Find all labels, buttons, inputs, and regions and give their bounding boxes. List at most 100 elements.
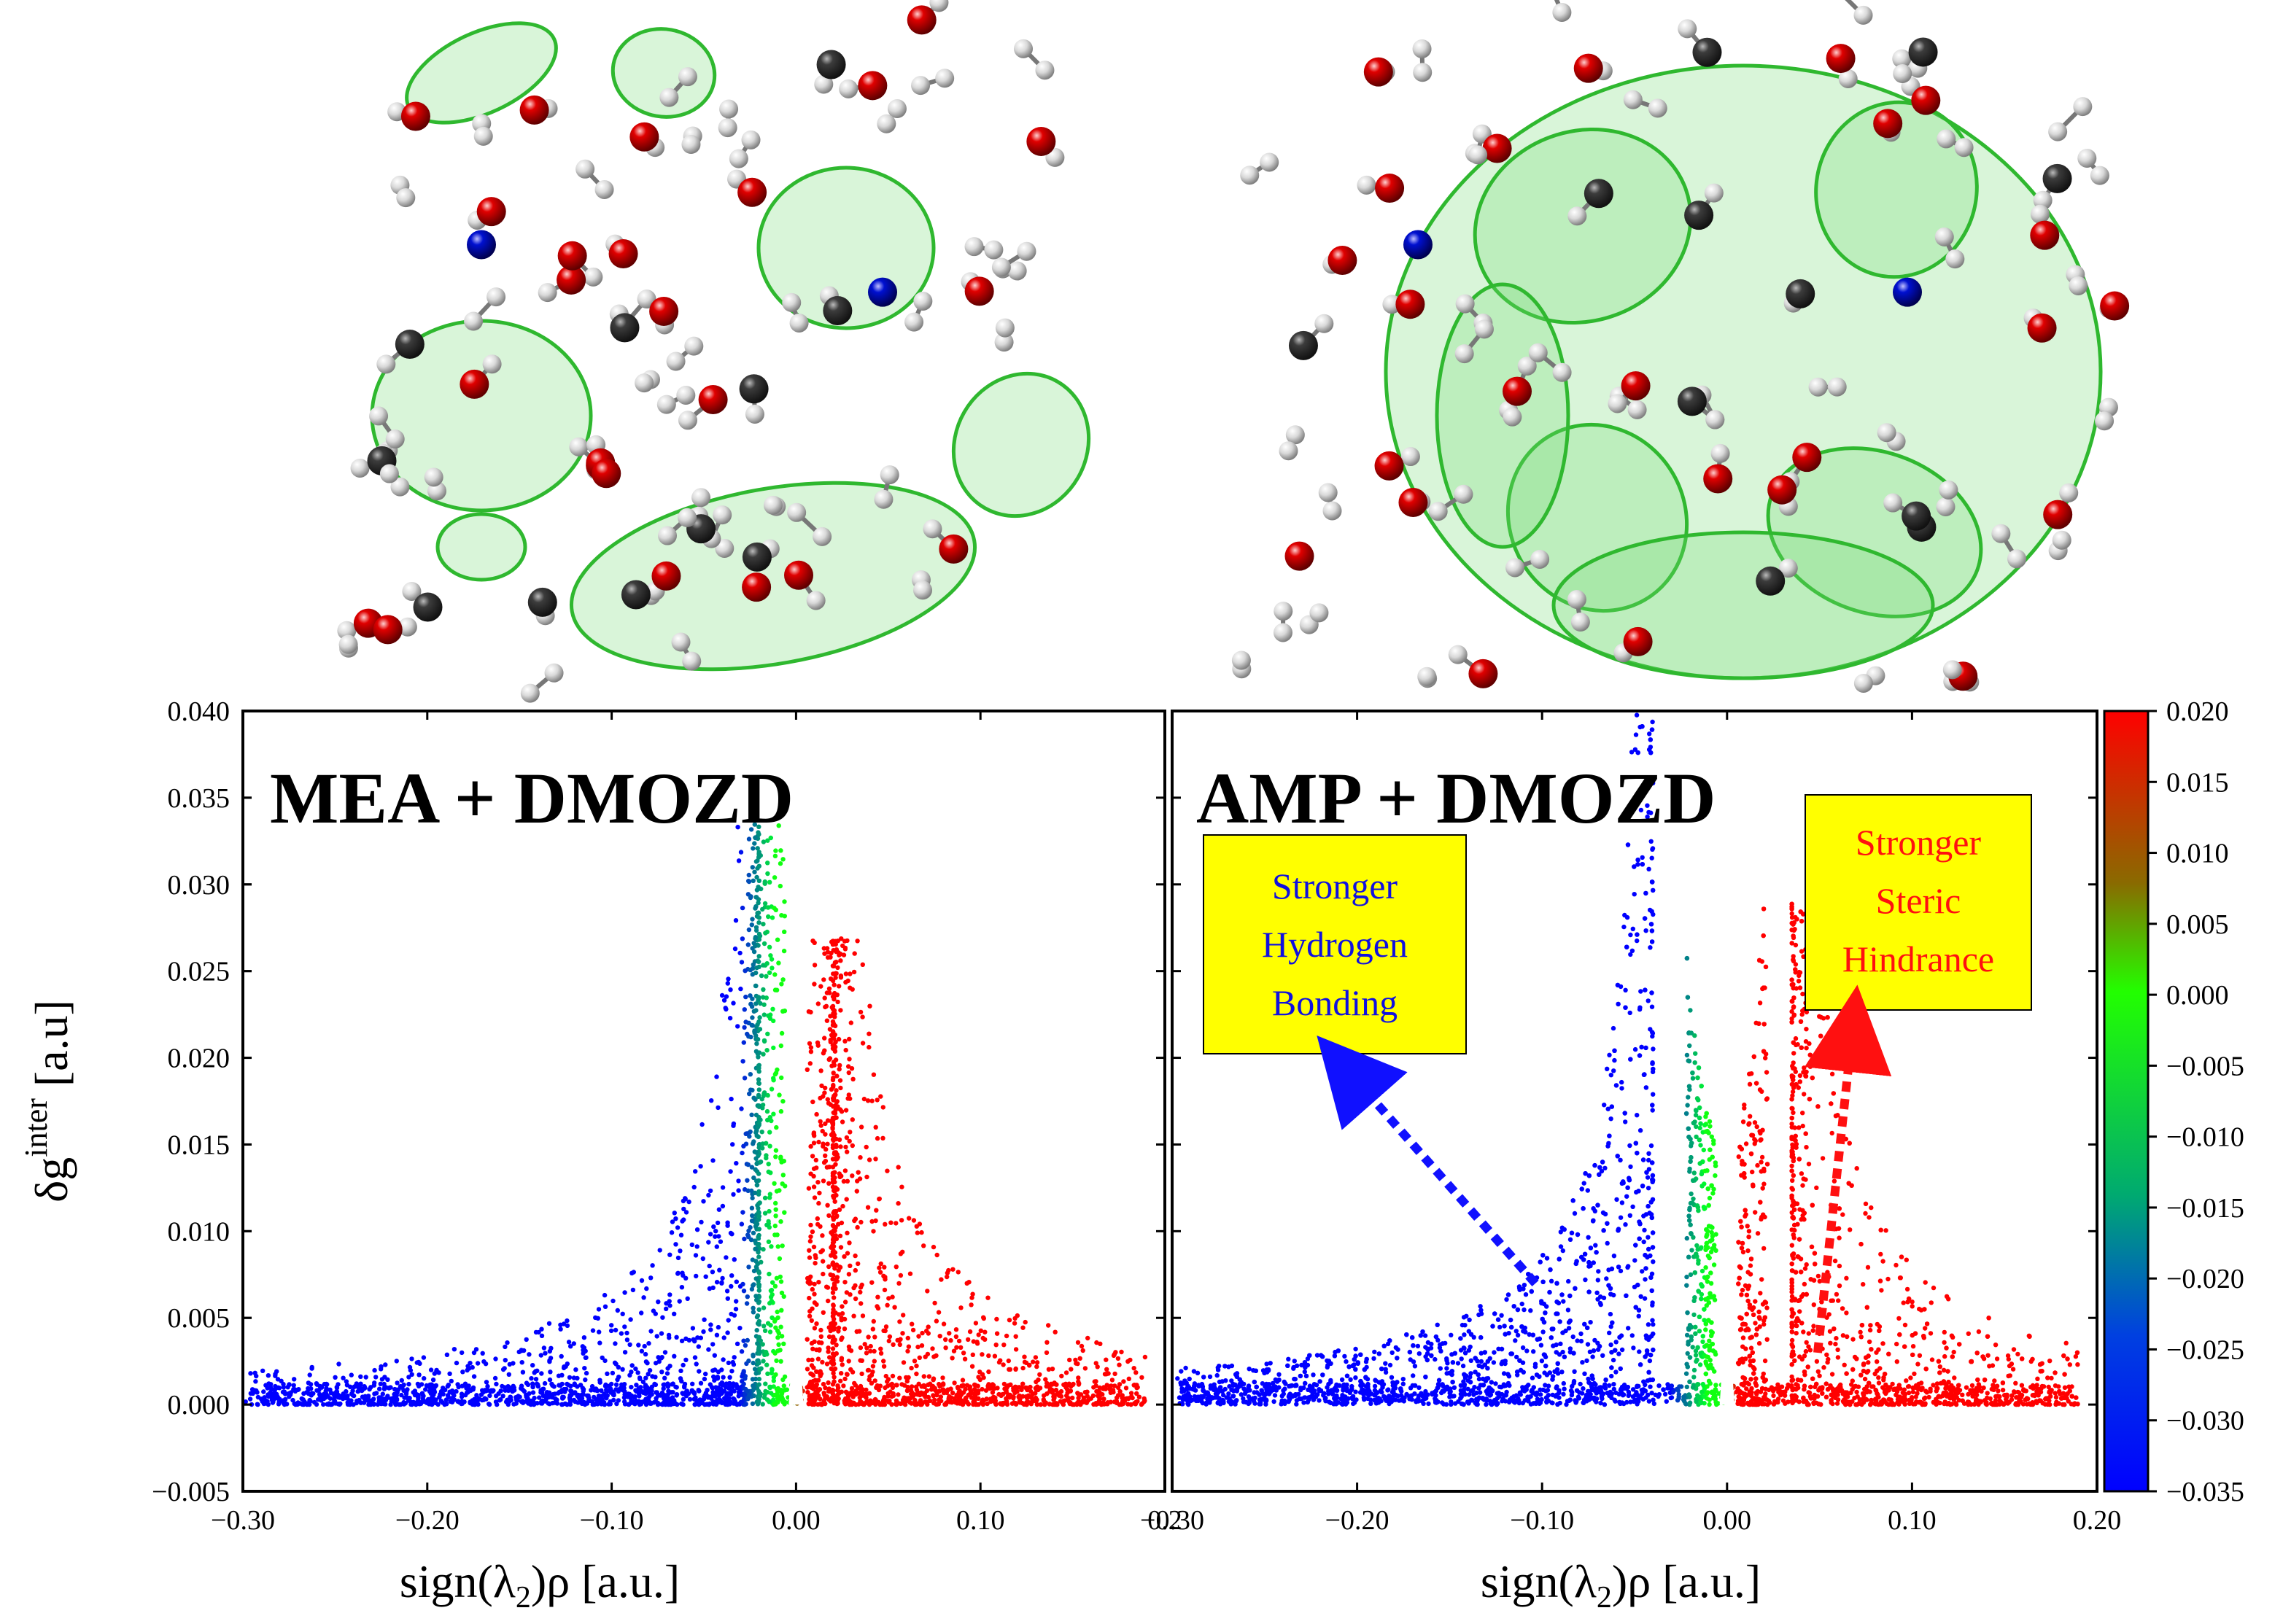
scatter-point	[977, 1369, 982, 1375]
scatter-point	[838, 952, 843, 957]
scatter-point	[662, 1375, 667, 1381]
scatter-point	[1093, 1379, 1098, 1384]
scatter-point	[336, 1394, 341, 1400]
scatter-point	[471, 1350, 477, 1356]
scatter-point	[755, 1037, 761, 1042]
scatter-point	[622, 1350, 628, 1355]
oxygen-atom	[2100, 291, 2130, 321]
scatter-point	[302, 1399, 307, 1405]
scatter-point	[765, 905, 771, 910]
scatter-point	[567, 1375, 573, 1380]
hydrogen-atom	[1877, 423, 1896, 443]
scatter-point	[582, 1366, 587, 1371]
scatter-point	[643, 1351, 648, 1357]
scatter-point	[807, 1248, 812, 1253]
hydrogen-atom	[659, 88, 679, 107]
scatter-point	[740, 1150, 745, 1156]
scatter-point	[754, 1328, 759, 1333]
scatter-point	[842, 1254, 847, 1259]
scatter-point	[654, 1399, 659, 1405]
scatter-point	[500, 1394, 505, 1399]
scatter-point	[689, 1242, 694, 1248]
scatter-point	[539, 1399, 544, 1405]
scatter-point	[1549, 1278, 1554, 1284]
scatter-point	[487, 1402, 492, 1407]
scatter-point	[708, 1232, 713, 1237]
scatter-point	[1618, 1268, 1624, 1274]
scatter-point	[731, 1192, 736, 1197]
scatter-point	[670, 1219, 675, 1224]
scatter-point	[753, 983, 759, 989]
scatter-point	[882, 1394, 887, 1400]
scatter-point	[667, 1292, 673, 1297]
scatter-point	[706, 1240, 711, 1245]
scatter-point	[691, 1184, 697, 1190]
scatter-point	[1085, 1335, 1090, 1341]
scatter-point	[449, 1378, 454, 1384]
scatter-point	[839, 1356, 845, 1361]
scatter-point	[616, 1398, 621, 1403]
scatter-point	[494, 1394, 499, 1399]
hydrogen-atom	[2090, 166, 2109, 185]
scatter-point	[805, 1275, 810, 1281]
scatter-point	[748, 894, 753, 899]
scatter-point	[620, 1387, 625, 1392]
scatter-point	[481, 1397, 487, 1402]
scatter-point	[255, 1394, 261, 1400]
scatter-point	[818, 1249, 823, 1255]
scatter-point	[843, 971, 849, 976]
scatter-point	[753, 944, 758, 949]
scatter-point	[890, 1294, 895, 1299]
scatter-point	[675, 1225, 681, 1230]
scatter-point	[1742, 1102, 1747, 1108]
scatter-point	[723, 1398, 728, 1404]
scatter-point	[1342, 1353, 1347, 1359]
scatter-point	[554, 1401, 560, 1406]
scatter-point	[247, 1396, 253, 1402]
scatter-point	[783, 1184, 788, 1189]
scatter-point	[721, 1375, 726, 1380]
scatter-point	[748, 993, 753, 998]
scatter-point	[1130, 1395, 1135, 1401]
scatter-point	[252, 1388, 257, 1393]
scatter-point	[856, 1170, 861, 1175]
scatter-point	[809, 1363, 815, 1368]
scatter-point	[756, 824, 761, 830]
scatter-point	[329, 1402, 335, 1407]
scatter-point	[1008, 1382, 1013, 1388]
scatter-point	[672, 1211, 677, 1216]
scatter-point	[812, 940, 817, 946]
scatter-point	[891, 1342, 896, 1348]
scatter-point	[883, 1324, 889, 1329]
scatter-point	[662, 1382, 667, 1387]
scatter-point	[762, 901, 768, 906]
scatter-point	[696, 1344, 701, 1349]
scatter-point	[450, 1398, 455, 1404]
scatter-point	[399, 1392, 404, 1398]
scatter-point	[475, 1361, 481, 1366]
scatter-point	[561, 1321, 567, 1326]
scatter-point	[750, 1213, 755, 1219]
scatter-point	[734, 1382, 739, 1388]
scatter-point	[953, 1327, 959, 1332]
scatter-point	[1117, 1362, 1122, 1367]
scatter-point	[333, 1401, 338, 1406]
scatter-point	[596, 1307, 602, 1312]
scatter-point	[762, 881, 767, 886]
scatter-point	[613, 1341, 618, 1346]
scatter-point	[1004, 1399, 1009, 1404]
scatter-point	[713, 1394, 718, 1399]
scatter-point	[986, 1382, 991, 1387]
scatter-point	[824, 1394, 830, 1399]
scatter-point	[754, 1041, 759, 1046]
scatter-point	[976, 1332, 981, 1337]
scatter-point	[678, 1376, 683, 1381]
scatter-point	[832, 1049, 838, 1054]
scatter-point	[505, 1340, 510, 1345]
hydrogen-atom	[337, 621, 357, 640]
scatter-point	[847, 1138, 852, 1144]
scatter-point	[914, 1363, 919, 1369]
scatter-point	[820, 1233, 825, 1238]
scatter-point	[948, 1386, 953, 1391]
scatter-point	[736, 858, 742, 863]
